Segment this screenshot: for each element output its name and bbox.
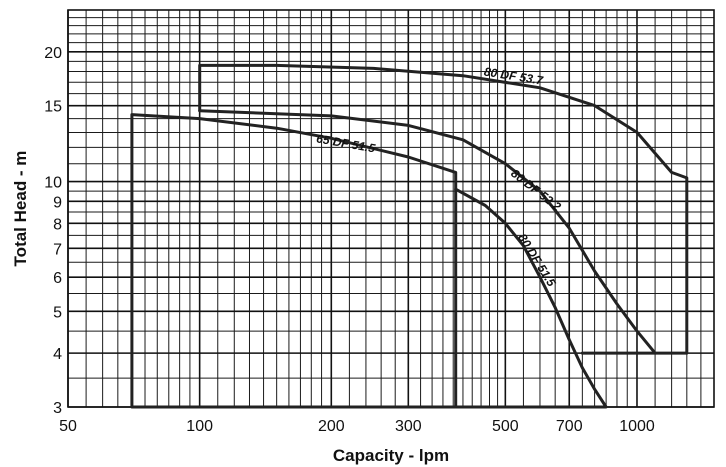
y-tick-label: 20 — [44, 45, 62, 62]
y-tick-label: 4 — [53, 346, 62, 363]
grid — [67, 9, 715, 408]
curve-label: 80 DF 51.5 — [515, 231, 559, 289]
x-tick-label: 1000 — [619, 418, 655, 435]
x-tick-label: 500 — [492, 418, 519, 435]
y-tick-labels: 3 4 5 6 7 8 9 10 15 20 — [44, 45, 62, 417]
y-tick-label: 8 — [53, 216, 62, 233]
y-tick-label: 7 — [53, 241, 62, 258]
x-tick-labels: 50 100 200 300 500 700 1000 — [59, 418, 655, 435]
x-tick-label: 300 — [395, 418, 422, 435]
x-axis-label: Capacity - lpm — [333, 446, 449, 465]
x-tick-label: 700 — [556, 418, 583, 435]
y-tick-label: 5 — [53, 304, 62, 321]
y-tick-label: 6 — [53, 270, 62, 287]
curve-65-df-51-5 — [130, 113, 458, 409]
curve-label: 65 DF 51.5 — [315, 131, 376, 155]
curves — [130, 63, 689, 409]
x-tick-label: 100 — [186, 418, 213, 435]
curve-labels: 80 DF 53.780 DF 52.265 DF 51.580 DF 51.5 — [315, 65, 564, 290]
curve-80-df-51-5 — [454, 187, 608, 409]
x-tick-label: 200 — [318, 418, 345, 435]
x-tick-label: 50 — [59, 418, 77, 435]
y-tick-label: 15 — [44, 99, 62, 116]
y-axis-label: Total Head - m — [11, 151, 30, 267]
y-tick-label: 3 — [53, 400, 62, 417]
y-tick-label: 9 — [53, 194, 62, 211]
y-tick-label: 10 — [44, 175, 62, 192]
curve-80-df-52-2 — [198, 109, 657, 355]
curve-80-df-53-7 — [198, 63, 689, 355]
